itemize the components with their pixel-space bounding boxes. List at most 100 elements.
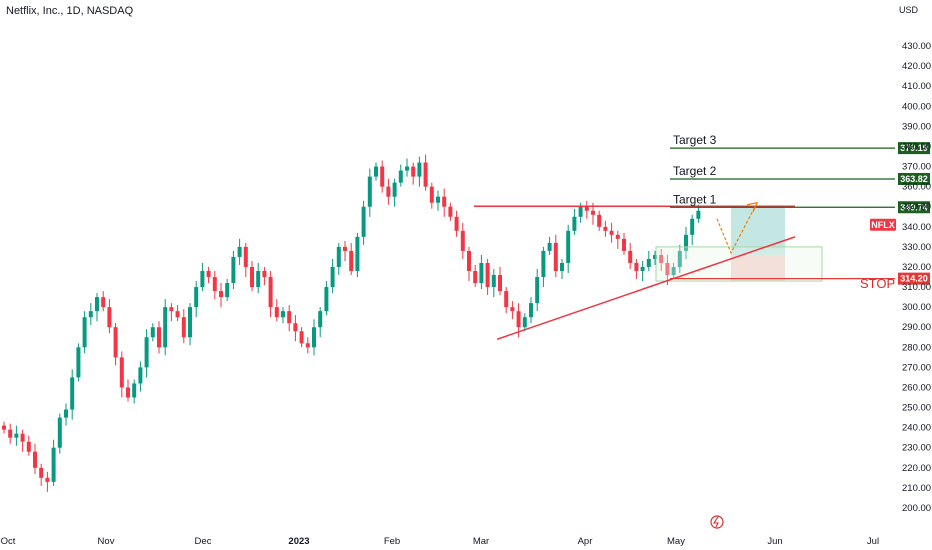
candle: [57, 413, 62, 454]
candle-body: [591, 210, 595, 215]
candle: [64, 403, 68, 426]
candle: [2, 421, 6, 434]
y-tick-label: 260.00: [902, 382, 931, 393]
y-tick-label: 280.00: [902, 342, 931, 353]
y-tick-label: 320.00: [902, 262, 931, 273]
candle-body: [615, 234, 620, 239]
candle: [535, 268, 540, 312]
candle-body: [126, 387, 130, 398]
candle-body: [609, 230, 614, 235]
candle: [287, 305, 292, 332]
candle: [274, 299, 279, 322]
candle-body: [584, 206, 589, 211]
candle: [281, 307, 285, 324]
candle-body: [200, 270, 205, 288]
candle: [330, 258, 335, 294]
candle: [690, 214, 695, 245]
x-tick-label: Nov: [98, 536, 115, 547]
candle-body: [274, 307, 279, 318]
candle: [615, 230, 620, 249]
loss-zone: [731, 254, 785, 282]
candle-body: [677, 250, 682, 267]
stop-price-badge: 314.20: [898, 272, 930, 285]
candle: [14, 425, 19, 446]
candle-body: [312, 327, 316, 348]
candle: [293, 315, 298, 342]
candle-body: [324, 287, 329, 312]
candle: [448, 202, 453, 221]
candle: [219, 283, 223, 308]
candle: [175, 305, 180, 322]
candle-body: [504, 291, 509, 308]
candle: [485, 258, 490, 296]
candle-body: [628, 250, 633, 263]
candle-body: [225, 283, 230, 298]
candle-body: [237, 246, 242, 257]
candle: [312, 319, 316, 356]
candle-body: [634, 262, 639, 271]
x-tick-label: Oct: [1, 536, 16, 547]
candle-body: [690, 218, 695, 235]
x-tick-label: Apr: [578, 536, 593, 547]
currency-label: USD: [898, 5, 918, 15]
candle-body: [429, 186, 434, 203]
candle: [88, 303, 93, 326]
y-tick-label: 270.00: [902, 362, 931, 373]
candle-body: [473, 270, 478, 284]
candle: [584, 200, 589, 219]
candle: [243, 242, 248, 278]
candle: [646, 250, 651, 271]
candle-body: [566, 230, 571, 263]
candle-body: [665, 262, 670, 276]
candle-body: [113, 327, 118, 358]
candle: [76, 343, 81, 382]
candle-body: [138, 367, 143, 384]
candle: [51, 439, 56, 486]
candle-body: [330, 266, 335, 288]
candle-body: [262, 270, 267, 278]
y-tick-label: 340.00: [902, 222, 931, 233]
candle-body: [70, 377, 75, 410]
candle-body: [578, 206, 583, 217]
y-tick-label: 230.00: [902, 443, 931, 454]
y-tick-label: 360.00: [902, 182, 931, 193]
candle-body: [398, 170, 403, 183]
target-3-price-badge: 379.19: [898, 142, 930, 155]
candle-body: [361, 206, 366, 237]
candle-body: [231, 256, 236, 284]
x-tick-label: May: [667, 536, 685, 547]
candle-body: [57, 417, 62, 448]
y-tick-label: 380.00: [902, 141, 931, 152]
x-tick-label: Mar: [473, 536, 489, 547]
candle: [684, 226, 688, 259]
candle: [212, 270, 217, 300]
candle: [374, 162, 378, 181]
y-tick-label: 330.00: [902, 242, 931, 253]
candle-body: [64, 409, 68, 418]
candle-body: [95, 297, 99, 312]
candle: [491, 268, 496, 298]
candle: [634, 258, 639, 280]
candle-body: [88, 311, 93, 318]
candle: [467, 246, 471, 282]
candle-body: [547, 242, 552, 251]
candle: [250, 260, 254, 292]
candle-body: [20, 433, 25, 442]
target-2-price-badge: 363.82: [898, 172, 930, 185]
candle-body: [448, 206, 453, 217]
candle-body: [436, 196, 440, 203]
candle: [603, 220, 608, 237]
candle-body: [219, 291, 223, 298]
y-tick-label: 420.00: [902, 61, 931, 72]
candle: [541, 246, 546, 288]
candle: [677, 244, 682, 274]
svg-text:314.20: 314.20: [900, 274, 928, 284]
stop-label: STOP: [860, 276, 896, 291]
candle: [45, 471, 50, 492]
candle-body: [603, 226, 608, 231]
y-tick-label: 370.00: [902, 162, 931, 173]
candle: [504, 287, 509, 314]
candle-body: [646, 258, 651, 267]
candle: [367, 168, 372, 217]
